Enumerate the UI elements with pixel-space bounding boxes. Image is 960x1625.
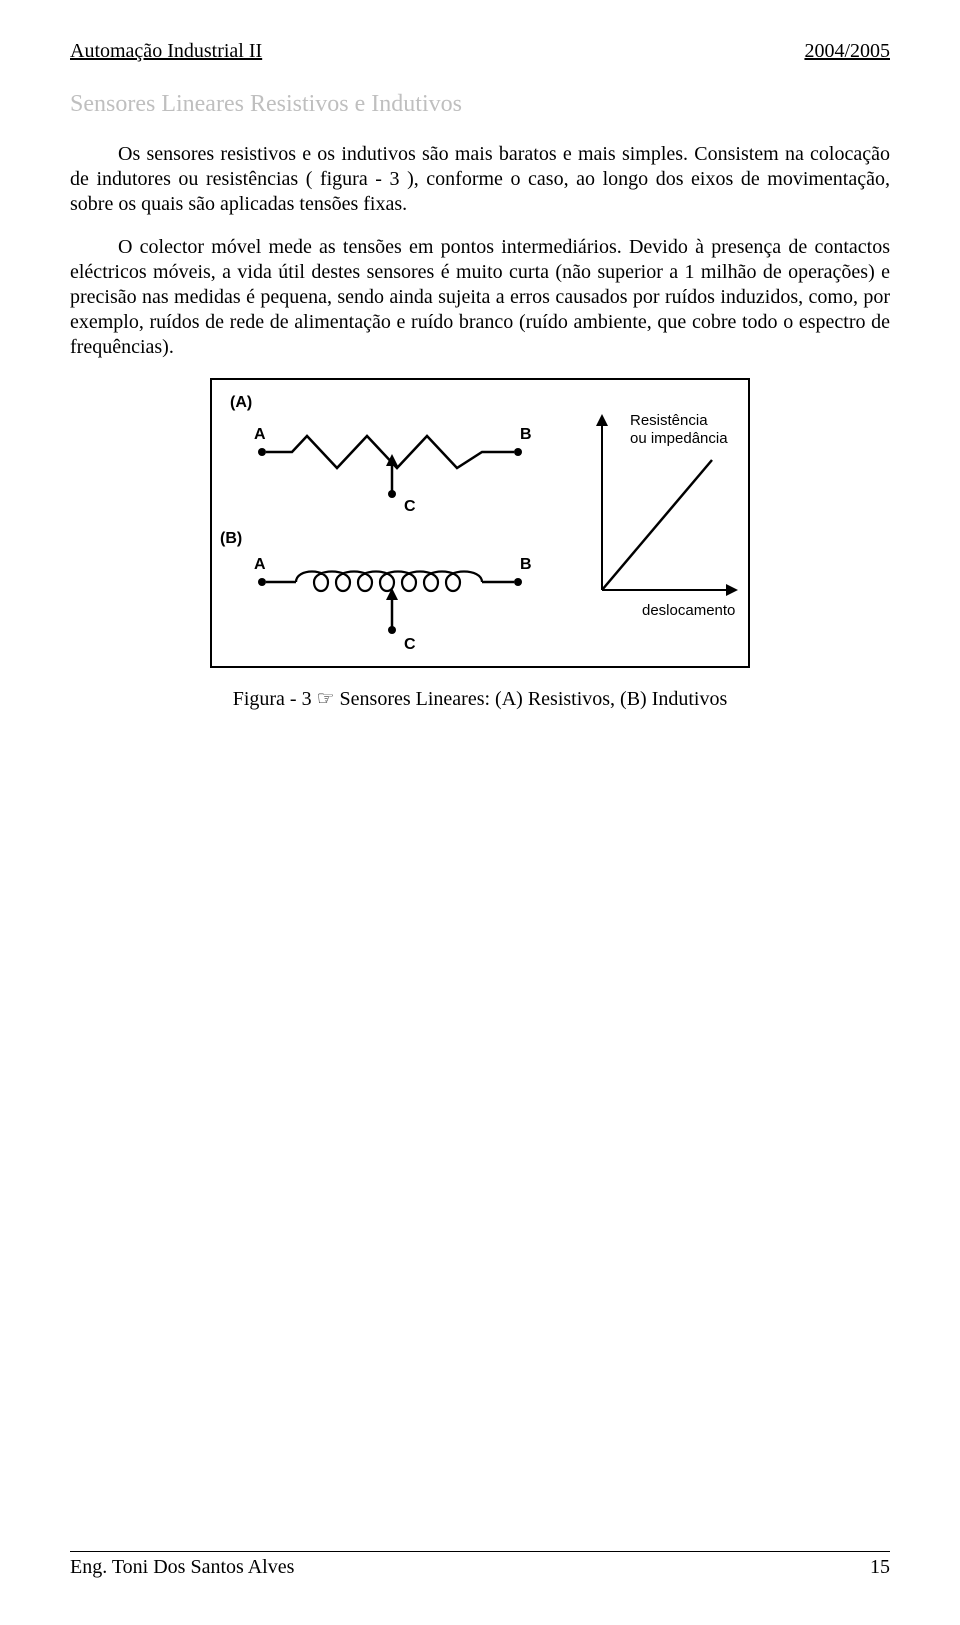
figure-caption-prefix: Figura - 3 [233,688,317,710]
linear-graph-icon [572,410,742,610]
figure-label-panel-b: (B) [220,530,242,548]
figure-label-panel-a: (A) [230,394,252,412]
page-header: Automação Industrial II 2004/2005 [70,40,890,63]
figure-caption: Figura - 3 ☞ Sensores Lineares: (A) Resi… [70,686,890,711]
hand-point-icon: ☞ [317,688,335,710]
figure-caption-text: Sensores Lineares: (A) Resistivos, (B) I… [335,688,728,710]
header-left: Automação Industrial II [70,40,262,63]
footer-page-number: 15 [870,1556,890,1579]
footer-left: Eng. Toni Dos Santos Alves [70,1556,294,1579]
paragraph-2: O colector móvel mede as tensões em pont… [70,235,890,360]
footer-divider [70,1551,890,1552]
figure-container: (A) A B C (B) A B [70,378,890,668]
figure-label-c2: C [404,636,416,654]
header-right: 2004/2005 [804,40,890,63]
figure-box: (A) A B C (B) A B [210,378,750,668]
figure-label-c1: C [404,498,416,516]
resistor-icon [252,430,552,500]
page-footer: Eng. Toni Dos Santos Alves 15 [70,1551,890,1579]
paragraph-1: Os sensores resistivos e os indutivos sã… [70,142,890,217]
section-title: Sensores Lineares Resistivos e Indutivos [70,91,890,118]
inductor-icon [252,562,552,642]
